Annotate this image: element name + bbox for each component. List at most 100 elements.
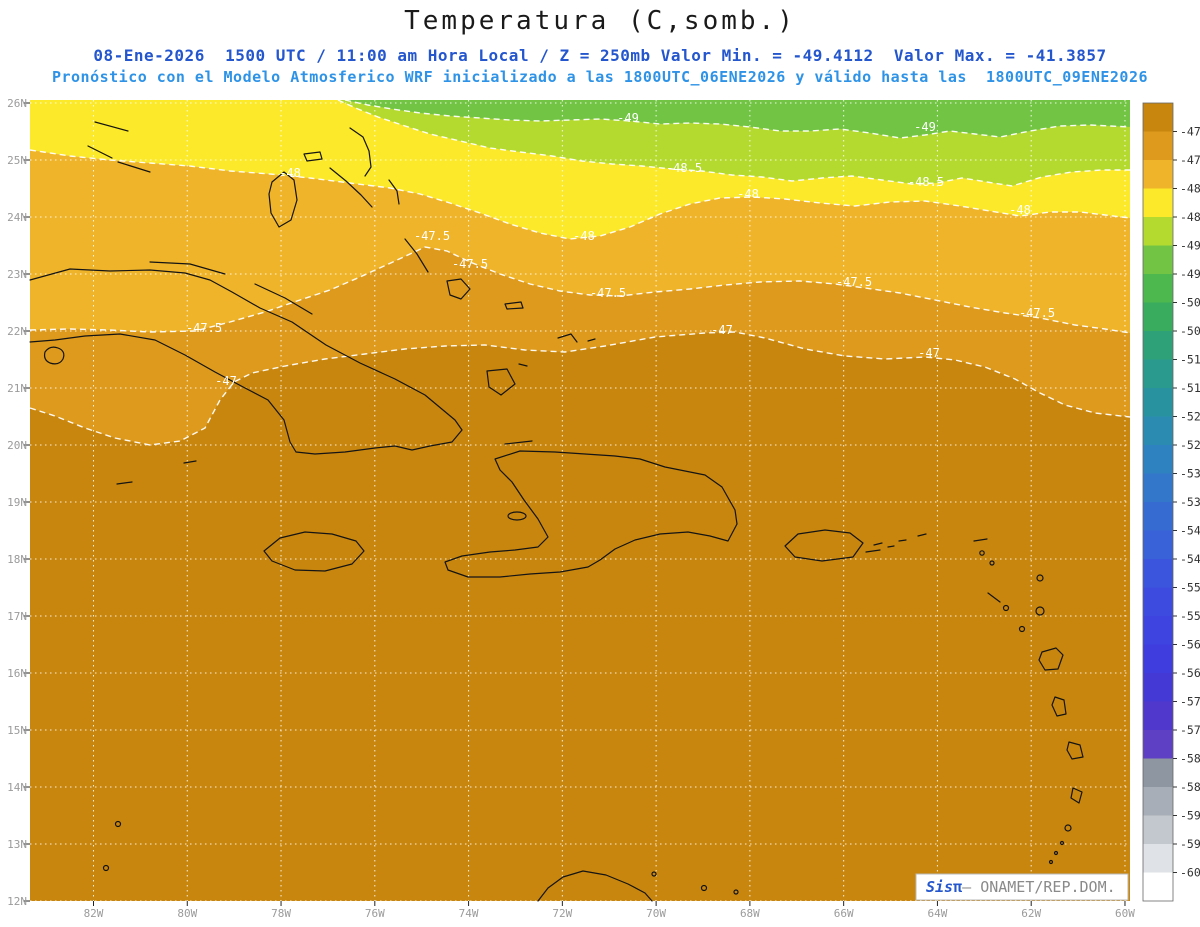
isla-juventud [43,346,65,365]
watermark: Sisπ– ONAMET/REP.DOM. [915,873,1129,901]
colorbar-swatch [1143,473,1173,503]
lon-label: 78W [271,907,291,920]
contour-value-label: -47 [918,346,940,360]
lon-label: 68W [740,907,760,920]
contour-m49 [344,99,1131,139]
lat-label: 19N [7,496,27,509]
colorbar-swatch [1143,787,1173,816]
colorbar-label: -51.5 [1180,381,1200,395]
lat-label: 22N [7,325,27,338]
contour-value-label: -48 [279,166,301,180]
watermark-pi: π [953,878,962,896]
colorbar-swatch [1143,730,1173,759]
contour-value-label: -48 [737,187,759,201]
colorbar-label: -53 [1180,467,1200,481]
lon-label: 70W [646,907,666,920]
axis-labels: 82W 80W 78W 76W 74W 72W 70W 68W 66W 64W 62W 60W 26N 2… [7,97,1135,920]
lat-label: 21N [7,382,27,395]
florida-keys [87,121,151,173]
lon-label: 62W [1021,907,1041,920]
cayman-islands [116,460,197,485]
colorbar-label: -54 [1180,524,1200,538]
hispaniola-coastline [444,450,738,578]
colorbar-swatch [1143,188,1173,218]
contour-value-label: -47.5 [1019,306,1055,320]
model-info-line: Pronóstico con el Modelo Atmosferico WRF… [51,68,1149,86]
contour-value-label: -48 [573,229,595,243]
colorbar-swatch [1143,331,1173,360]
contour-value-label: -47 [711,323,733,337]
gonave-island [507,511,527,521]
lat-label: 12N [7,895,27,908]
temperature-contour-lines [29,99,1131,446]
watermark-org: ONAMET/REP.DOM. [980,878,1115,896]
colorbar-label: -51 [1180,353,1200,367]
lat-label: 14N [7,781,27,794]
colorbar-swatch [1143,758,1173,788]
watermark-sis: Sis [926,878,953,896]
contour-m47 [29,331,1131,446]
colorbar-label: -48 [1180,182,1200,196]
watermark-text: Sisπ– ONAMET/REP.DOM. [926,878,1116,896]
lat-label: 26N [7,97,27,110]
lat-label: 17N [7,610,27,623]
contour-m485 [337,99,1130,187]
contour-value-label: -47.5 [836,275,872,289]
lat-label: 15N [7,724,27,737]
colorbar-swatch [1143,815,1173,845]
colorbar: -47 -47.5 -48 -48.5 -49 -49.5 -50 -50.5 -51 -51.5… [1142,102,1200,902]
band-m49-m495 [345,100,1130,138]
lon-label: 64W [927,907,947,920]
page-title: Temperatura (C,somb.) [404,6,796,36]
small-islands [102,550,1072,895]
colorbar-label: -48.5 [1180,210,1200,224]
colorbar-swatch [1143,844,1173,873]
colorbar-swatch [1143,644,1173,674]
contour-value-label: -48 [1009,203,1031,217]
lon-label: 60W [1115,907,1135,920]
lat-label: 16N [7,667,27,680]
colorbar-label: -52 [1180,410,1200,424]
colorbar-label: -49.5 [1180,267,1200,281]
colorbar-label: -56.5 [1180,666,1200,680]
colorbar-swatch [1143,872,1173,902]
lon-label: 82W [84,907,104,920]
contour-labels: -49-49-48.5-48.5-48-48-48-48-47.5-47.5-4… [186,111,1055,388]
forecast-time-line: 08-Ene-2026 1500 UTC / 11:00 am Hora Loc… [93,46,1107,65]
temperature-shading [30,100,1130,901]
colorbar-label: -52.5 [1180,438,1200,452]
colorbar-label: -56 [1180,638,1200,652]
colorbar-swatch [1143,445,1173,474]
lat-label: 23N [7,268,27,281]
lon-label: 76W [365,907,385,920]
colorbar-label: -50.5 [1180,324,1200,338]
lat-label: 24N [7,211,27,224]
colorbar-swatch [1143,616,1173,645]
watermark-sep: – [962,878,980,896]
colorbar-swatch [1143,160,1173,189]
colorbar-label: -54.5 [1180,552,1200,566]
contour-value-label: -47.5 [414,229,450,243]
colorbar-label: -50 [1180,296,1200,310]
colorbar-swatch [1143,302,1173,332]
bahamas-islands [268,127,528,396]
lon-label: 80W [177,907,197,920]
colorbar-label: -58.5 [1180,780,1200,794]
colorbar-label: -47.5 [1180,153,1200,167]
colorbar-swatch [1143,673,1173,702]
colorbar-swatch [1143,245,1173,275]
lat-label: 20N [7,439,27,452]
contour-value-label: -47.5 [590,286,626,300]
colorbar-swatch [1143,217,1173,246]
cuba-coastline [29,268,463,455]
colorbar-label: -55.5 [1180,609,1200,623]
colorbar-label: -47 [1180,125,1200,139]
lon-label: 66W [834,907,854,920]
contour-m48 [29,149,1131,240]
contour-value-label: -47.5 [186,321,222,335]
jamaica-coastline [263,531,365,572]
colorbar-label: -55 [1180,581,1200,595]
lat-label: 25N [7,154,27,167]
lesser-antilles [873,533,1084,898]
